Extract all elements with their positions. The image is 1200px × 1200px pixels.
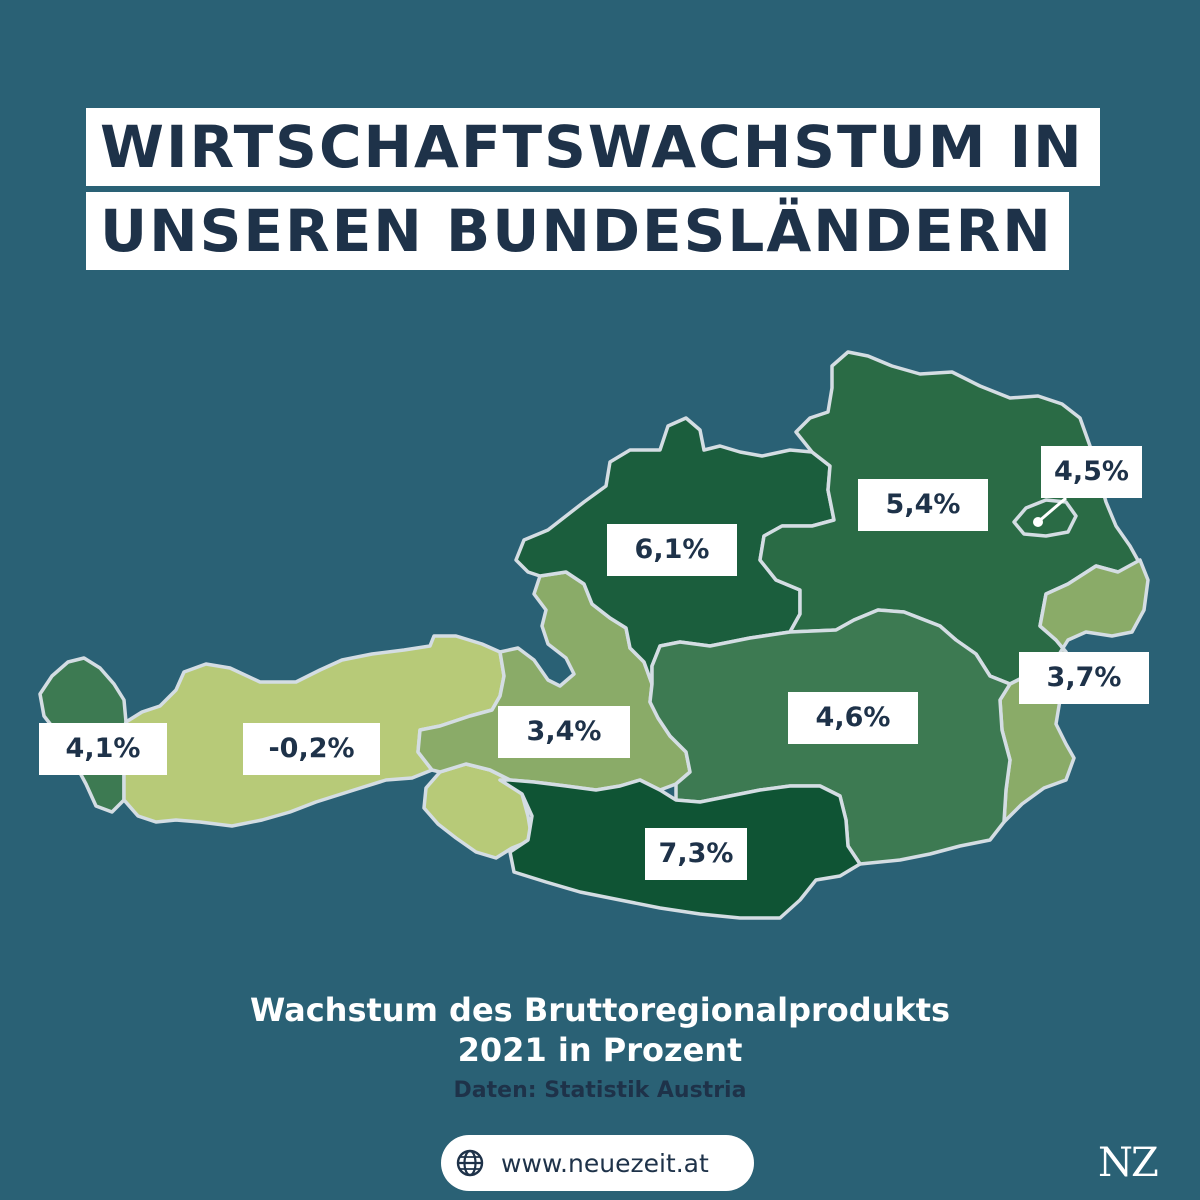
- region-wien[interactable]: [1012, 498, 1078, 538]
- label-salzburg: 3,4%: [498, 706, 630, 758]
- label-vorarlberg: 4,1%: [39, 723, 167, 775]
- title-line-2: UNSEREN BUNDESLÄNDERN: [86, 192, 1069, 270]
- title-line-1: WIRTSCHAFTSWACHSTUM IN: [86, 108, 1100, 186]
- caption-line-1: Wachstum des Bruttoregionalprodukts: [249, 991, 951, 1029]
- nz-logo: NZ: [1098, 1140, 1159, 1186]
- caption-line-2: 2021 in Prozent: [457, 1031, 743, 1069]
- globe-icon: [456, 1149, 484, 1177]
- label-kaernten: 7,3%: [645, 828, 747, 880]
- source-note: Daten: Statistik Austria: [453, 1078, 747, 1103]
- website-url: www.neuezeit.at: [501, 1148, 709, 1178]
- label-wien: 4,5%: [1041, 446, 1142, 498]
- label-niederoesterreich: 5,4%: [858, 479, 988, 531]
- label-oberoesterreich: 6,1%: [607, 524, 737, 576]
- label-steiermark: 4,6%: [788, 692, 918, 744]
- wien-marker-dot: [1033, 517, 1043, 527]
- wien-leader-line: [1037, 496, 1067, 524]
- label-tirol: -0,2%: [243, 723, 380, 775]
- label-burgenland: 3,7%: [1019, 652, 1149, 704]
- website-link[interactable]: www.neuezeit.at: [441, 1135, 754, 1191]
